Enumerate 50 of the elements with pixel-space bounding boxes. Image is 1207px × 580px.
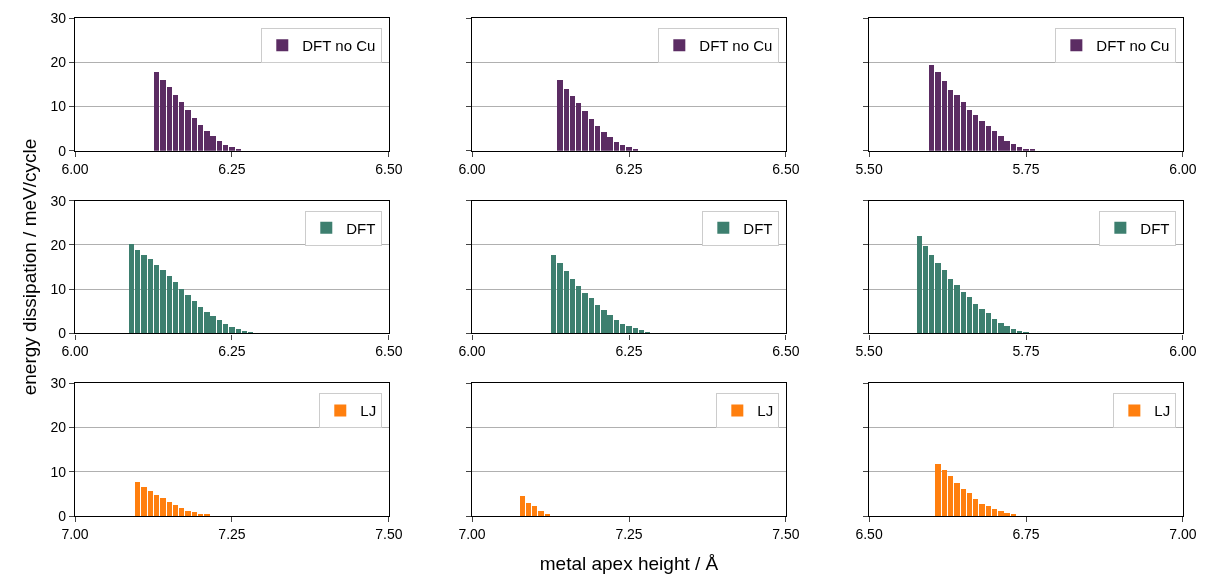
x-tick-label: 6.50 xyxy=(772,343,800,360)
x-tick-label: 6.00 xyxy=(1169,343,1197,360)
y-tick-label: 10 xyxy=(50,98,67,115)
y-tick-label: 20 xyxy=(50,419,67,436)
x-tick-label: 6.50 xyxy=(375,343,403,360)
y-tick-label: 20 xyxy=(50,236,67,253)
legend-label: DFT no Cu xyxy=(699,37,773,55)
x-tick-label: 7.00 xyxy=(1169,525,1197,542)
legend-label: DFT xyxy=(1140,219,1170,237)
y-tick-label: 30 xyxy=(50,375,67,392)
y-tick-label: 0 xyxy=(58,507,67,524)
x-tick-label: 7.50 xyxy=(375,525,403,542)
x-tick-label: 5.50 xyxy=(855,343,883,360)
legend-label: LJ xyxy=(360,402,377,420)
x-tick-label: 7.25 xyxy=(615,525,643,542)
x-tick-label: 7.00 xyxy=(61,525,89,542)
x-tick-label: 7.50 xyxy=(772,525,800,542)
x-tick-label: 7.00 xyxy=(458,525,486,542)
y-axis-title: energy dissipation / meV/cycle xyxy=(19,138,41,396)
x-tick-label: 6.00 xyxy=(61,343,89,360)
x-tick-label: 6.50 xyxy=(772,160,800,177)
x-axis-title: metal apex height / Å xyxy=(539,552,719,574)
x-tick-label: 5.75 xyxy=(1012,160,1040,177)
y-tick-label: 10 xyxy=(50,281,67,298)
y-tick-label: 0 xyxy=(58,142,67,159)
x-tick-label: 6.00 xyxy=(61,160,89,177)
x-tick-label: 6.25 xyxy=(218,343,246,360)
x-tick-label: 6.50 xyxy=(855,525,883,542)
x-tick-label: 6.25 xyxy=(615,343,643,360)
legend-label: LJ xyxy=(757,402,774,420)
y-tick-label: 10 xyxy=(50,463,67,480)
x-tick-label: 6.00 xyxy=(458,343,486,360)
legend-label: DFT no Cu xyxy=(302,37,376,55)
x-tick-label: 5.50 xyxy=(855,160,883,177)
x-tick-label: 6.50 xyxy=(375,160,403,177)
legend-label: DFT xyxy=(346,219,376,237)
x-tick-label: 6.00 xyxy=(1169,160,1197,177)
y-tick-label: 30 xyxy=(50,9,67,26)
x-tick-label: 6.00 xyxy=(458,160,486,177)
y-tick-label: 0 xyxy=(58,325,67,342)
legend-label: LJ xyxy=(1154,402,1171,420)
x-tick-label: 7.25 xyxy=(218,525,246,542)
legend-label: DFT no Cu xyxy=(1096,37,1170,55)
y-tick-label: 20 xyxy=(50,54,67,71)
x-tick-label: 5.75 xyxy=(1012,343,1040,360)
y-tick-label: 30 xyxy=(50,192,67,209)
x-tick-label: 6.75 xyxy=(1012,525,1040,542)
x-tick-label: 6.25 xyxy=(218,160,246,177)
x-tick-label: 6.25 xyxy=(615,160,643,177)
legend-label: DFT xyxy=(743,219,773,237)
